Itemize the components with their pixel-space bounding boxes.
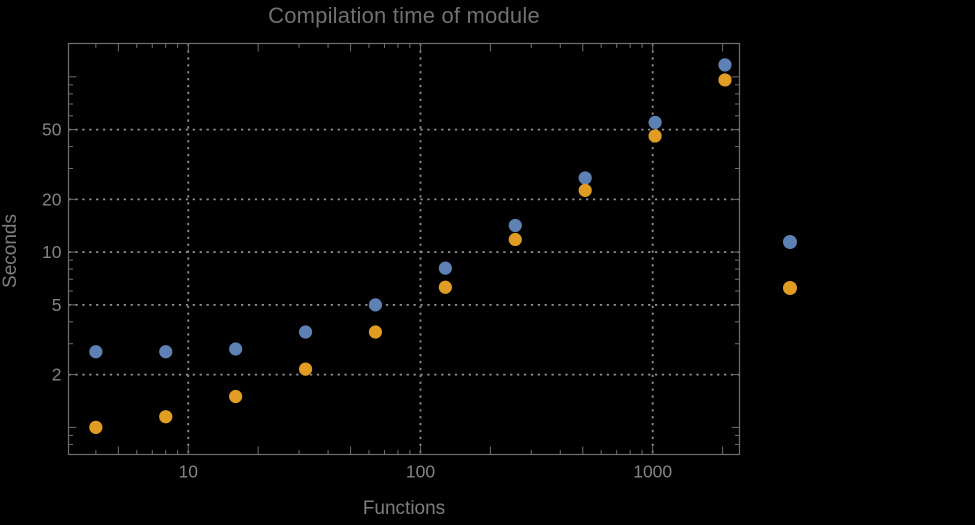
data-point-series-1	[648, 115, 662, 129]
data-point-series-2	[718, 73, 732, 87]
x-axis-label: Functions	[362, 498, 446, 519]
data-point-series-1	[229, 342, 243, 356]
data-point-series-2	[438, 280, 452, 294]
y-axis-label: Seconds	[0, 214, 21, 288]
data-point-series-1	[578, 171, 592, 185]
x-tick-label: 1000	[633, 462, 672, 482]
data-point-series-1	[368, 298, 383, 312]
data-point-series-1	[438, 261, 452, 275]
data-point-series-1	[89, 345, 103, 359]
y-tick-label: 2	[52, 365, 62, 385]
legend-marker-2	[783, 281, 797, 295]
data-point-series-2	[508, 232, 522, 247]
data-point-series-1	[718, 58, 732, 72]
chart-title: Compilation time of module	[268, 3, 540, 28]
data-point-series-2	[368, 325, 383, 339]
y-tick-label: 5	[52, 295, 62, 315]
data-point-series-1	[508, 218, 522, 233]
data-point-series-1	[298, 325, 313, 339]
x-tick-label: 100	[406, 462, 435, 482]
x-tick-label: 10	[179, 462, 199, 482]
data-point-series-1	[159, 345, 173, 359]
data-point-series-2	[229, 389, 243, 404]
plot-frame	[67, 42, 741, 456]
y-tick-label: 10	[42, 242, 62, 262]
data-point-series-2	[648, 129, 662, 143]
data-point-series-2	[298, 362, 313, 376]
data-point-series-2	[159, 410, 173, 424]
legend-marker-1	[783, 235, 797, 249]
y-tick-label: 50	[42, 120, 62, 140]
data-point-series-2	[89, 420, 103, 434]
y-tick-label: 20	[42, 189, 62, 209]
data-point-series-2	[578, 183, 592, 197]
